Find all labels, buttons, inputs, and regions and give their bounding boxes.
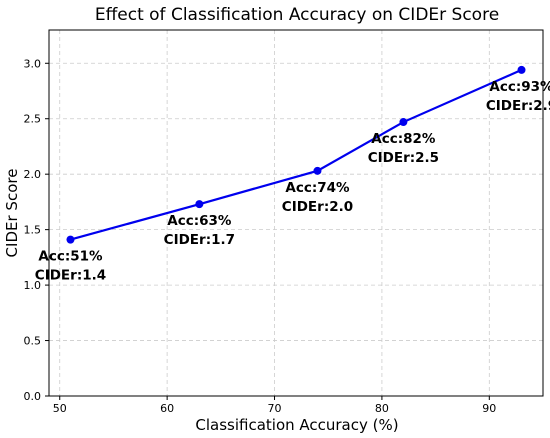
data-point [313, 166, 322, 175]
y-tick-label: 2.5 [24, 113, 42, 126]
y-tick-label: 0.5 [24, 335, 42, 348]
point-label-accuracy: Acc:63% [167, 213, 232, 229]
data-point [399, 118, 408, 127]
x-tick-label: 80 [375, 402, 389, 415]
chart-title: Effect of Classification Accuracy on CID… [95, 5, 499, 25]
y-tick-label: 1.0 [24, 279, 42, 292]
y-tick-label: 3.0 [24, 57, 42, 70]
x-axis-title: Classification Accuracy (%) [195, 416, 398, 434]
point-label-cider: CIDEr:2.0 [282, 199, 353, 215]
y-tick-label: 1.5 [24, 224, 42, 237]
point-label-accuracy: Acc:93% [489, 79, 550, 95]
point-label-cider: CIDEr:2.9 [486, 98, 550, 114]
point-labels: Acc:51% CIDEr:1.4 Acc:63% CIDEr:1.7 Acc:74% C… [35, 79, 550, 284]
point-label-cider: CIDEr:1.7 [164, 232, 235, 248]
x-tick-label: 90 [482, 402, 496, 415]
point-label-accuracy: Acc:82% [371, 131, 436, 147]
point-label-accuracy: Acc:74% [285, 180, 350, 196]
point-label-accuracy: Acc:51% [38, 249, 103, 265]
plot-frame [48, 29, 544, 397]
y-axis-title: CIDEr Score [3, 169, 21, 258]
point-label-cider: CIDEr:1.4 [35, 268, 106, 284]
axis-ticks: 50 60 70 80 90 0.0 0.5 1.0 1.5 2.0 2.5 3.0 [24, 57, 497, 415]
x-tick-label: 50 [53, 402, 67, 415]
x-tick-label: 70 [268, 402, 282, 415]
data-point [195, 200, 204, 209]
y-tick-label: 0.0 [24, 390, 42, 403]
point-label-cider: CIDEr:2.5 [368, 150, 439, 166]
y-tick-label: 2.0 [24, 168, 42, 181]
data-point [66, 235, 75, 244]
x-tick-label: 60 [160, 402, 174, 415]
series [66, 65, 526, 244]
data-point [517, 65, 526, 74]
